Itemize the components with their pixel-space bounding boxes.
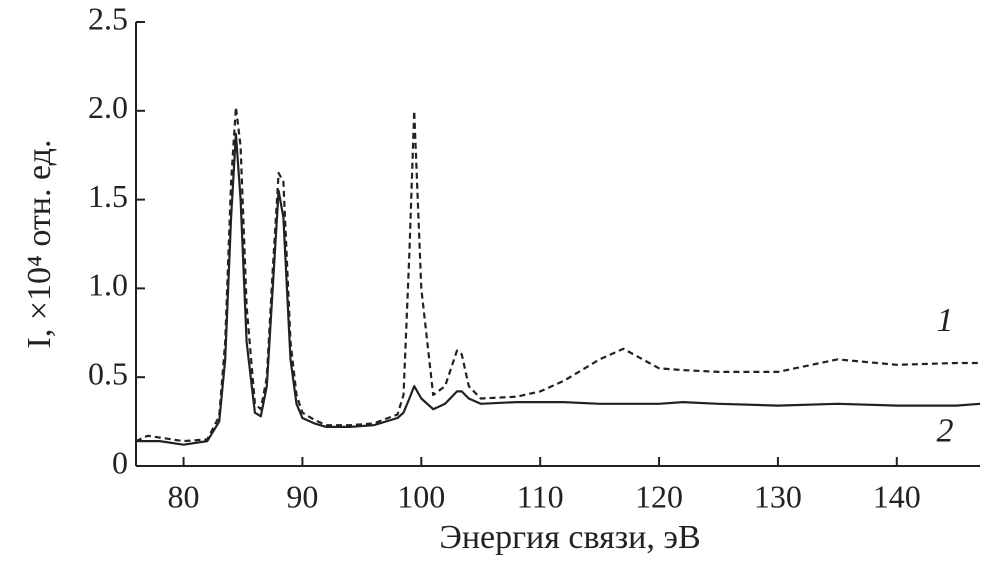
y-tick-label: 1.0: [88, 267, 128, 303]
y-tick-label: 0.5: [88, 356, 128, 392]
x-tick-label: 120: [635, 478, 683, 514]
x-tick-label: 130: [754, 478, 802, 514]
y-tick-label: 2.5: [88, 0, 128, 36]
series-label: 2: [937, 413, 954, 450]
series-line: [136, 132, 981, 446]
series-label: 1: [937, 302, 954, 339]
x-tick-label: 100: [397, 478, 445, 514]
y-tick-label: 2.0: [88, 89, 128, 125]
y-tick-label: 1.5: [88, 178, 128, 214]
x-tick-label: 80: [168, 478, 200, 514]
x-tick-label: 90: [286, 478, 318, 514]
x-tick-label: 110: [517, 478, 564, 514]
y-tick-label: 0: [112, 444, 128, 480]
x-tick-label: 140: [873, 478, 921, 514]
series-line: [135, 106, 980, 443]
x-axis-label: Энергия связи, эВ: [439, 519, 700, 556]
y-axis-label: I, ×10⁴ отн. ед.: [21, 140, 58, 349]
